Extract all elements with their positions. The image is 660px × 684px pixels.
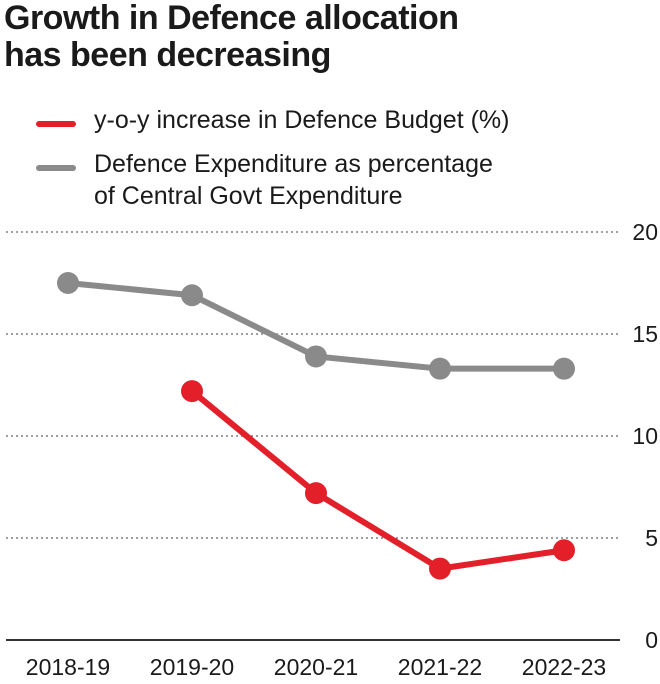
chart-title: Growth in Defence allocation has been de… — [4, 0, 459, 74]
y-tick-label-0: 0 — [645, 627, 658, 653]
series-0-point-2022-23 — [553, 539, 575, 562]
series-line-0 — [189, 388, 567, 572]
legend-label-yoy: y-o-y increase in Defence Budget (%) — [94, 106, 510, 134]
x-tick-label-2022-23: 2022-23 — [522, 654, 606, 680]
series-1-point-2018-19 — [57, 272, 79, 294]
y-tick-label-15: 15 — [632, 321, 658, 347]
chart-title-line-2: has been decreasing — [4, 36, 331, 74]
x-tick-label-2018-19: 2018-19 — [26, 654, 110, 680]
series-0-point-2020-21 — [305, 482, 327, 505]
series-1-point-2020-21 — [305, 345, 327, 368]
series-0-point-2019-20 — [181, 380, 203, 403]
series-1-point-2022-23 — [553, 357, 575, 380]
y-tick-label-10: 10 — [632, 423, 658, 449]
series-1-point-2019-20 — [181, 284, 203, 307]
x-tick-label-2019-20: 2019-20 — [150, 654, 234, 680]
legend-label-share-line-1: Defence Expenditure as percentage — [94, 150, 493, 178]
x-tick-label-2021-22: 2021-22 — [398, 654, 482, 680]
chart-title-line-1: Growth in Defence allocation — [4, 0, 459, 37]
y-tick-label-20: 20 — [632, 219, 658, 245]
series-1-point-2021-22 — [429, 357, 451, 380]
y-tick-label-5: 5 — [645, 525, 658, 551]
legend-label-share-line-2: of Central Govt Expenditure — [94, 182, 403, 210]
legend-swatch-gray — [36, 165, 76, 171]
x-tick-label-2020-21: 2020-21 — [274, 654, 358, 680]
series-0-point-2021-22 — [429, 557, 451, 580]
legend-swatch-red — [36, 121, 76, 127]
legend-label-share: Defence Expenditure as percentage of Cen… — [94, 148, 493, 212]
